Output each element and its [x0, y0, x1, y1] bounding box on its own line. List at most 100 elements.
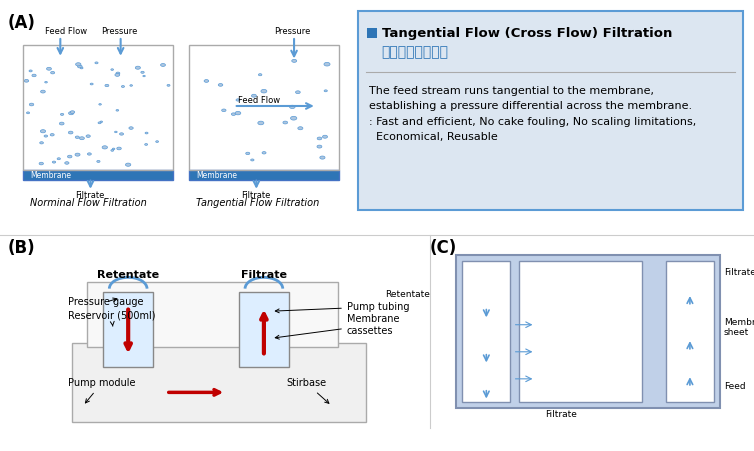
- Circle shape: [60, 113, 64, 115]
- Circle shape: [250, 159, 254, 161]
- Circle shape: [78, 65, 82, 68]
- Circle shape: [117, 147, 121, 150]
- FancyBboxPatch shape: [239, 292, 289, 367]
- Text: Membrane: Membrane: [30, 170, 71, 179]
- Text: Feed Flow: Feed Flow: [45, 27, 87, 36]
- Circle shape: [86, 135, 90, 138]
- Circle shape: [111, 150, 114, 151]
- Circle shape: [75, 63, 81, 66]
- Circle shape: [115, 74, 120, 76]
- Circle shape: [51, 133, 54, 136]
- Circle shape: [145, 143, 148, 145]
- Text: Norminal Flow Filtration: Norminal Flow Filtration: [30, 198, 147, 208]
- Text: Retentate: Retentate: [97, 270, 159, 280]
- Circle shape: [261, 89, 267, 93]
- Circle shape: [135, 66, 140, 69]
- Text: Feed: Feed: [724, 382, 746, 391]
- Circle shape: [130, 85, 133, 86]
- Circle shape: [290, 116, 297, 120]
- Text: Retentate: Retentate: [385, 290, 430, 299]
- Circle shape: [155, 141, 158, 143]
- Circle shape: [24, 79, 29, 82]
- Text: Pump module: Pump module: [68, 378, 136, 403]
- Circle shape: [44, 82, 48, 83]
- Circle shape: [324, 62, 330, 66]
- Circle shape: [97, 161, 100, 162]
- Circle shape: [105, 84, 109, 87]
- Text: Reservoir (500ml): Reservoir (500ml): [68, 311, 155, 326]
- Circle shape: [69, 131, 73, 134]
- Circle shape: [100, 121, 103, 123]
- Text: Filtrate: Filtrate: [241, 270, 287, 280]
- Circle shape: [95, 62, 98, 64]
- FancyBboxPatch shape: [188, 170, 339, 180]
- Text: (A): (A): [8, 14, 35, 32]
- Circle shape: [290, 105, 295, 109]
- Circle shape: [120, 133, 124, 135]
- FancyBboxPatch shape: [87, 282, 338, 347]
- Circle shape: [116, 110, 118, 111]
- Circle shape: [26, 112, 29, 114]
- Circle shape: [235, 111, 241, 115]
- Text: Pressure gauge: Pressure gauge: [68, 297, 143, 307]
- Circle shape: [75, 153, 80, 156]
- Circle shape: [60, 122, 64, 125]
- Circle shape: [99, 104, 101, 105]
- Circle shape: [69, 112, 74, 115]
- Circle shape: [115, 131, 117, 133]
- Text: Filtrate: Filtrate: [75, 191, 105, 200]
- Text: 접선유동여과방식: 접선유동여과방식: [382, 45, 449, 59]
- Text: Membrane
cassettes: Membrane cassettes: [275, 314, 400, 339]
- Text: Stirbase: Stirbase: [287, 378, 329, 403]
- Text: Filtrate: Filtrate: [545, 410, 577, 419]
- Circle shape: [52, 161, 56, 163]
- Text: (C): (C): [430, 239, 457, 257]
- Circle shape: [283, 121, 287, 124]
- Text: Pressure: Pressure: [274, 27, 311, 36]
- Circle shape: [98, 122, 101, 124]
- FancyBboxPatch shape: [462, 261, 510, 402]
- Circle shape: [80, 67, 83, 69]
- Circle shape: [129, 127, 133, 129]
- Circle shape: [68, 155, 72, 158]
- Circle shape: [70, 111, 75, 114]
- Circle shape: [29, 103, 34, 106]
- Circle shape: [75, 136, 79, 138]
- Circle shape: [51, 71, 55, 74]
- Text: Membrane
sheet: Membrane sheet: [724, 318, 754, 337]
- FancyBboxPatch shape: [519, 261, 642, 402]
- Circle shape: [79, 137, 84, 140]
- Circle shape: [116, 72, 120, 74]
- FancyBboxPatch shape: [72, 343, 366, 422]
- Circle shape: [39, 162, 44, 165]
- Text: Membrane: Membrane: [196, 170, 237, 179]
- Circle shape: [141, 71, 144, 74]
- Text: Feed Flow: Feed Flow: [238, 96, 280, 105]
- Circle shape: [167, 84, 170, 86]
- Circle shape: [252, 94, 256, 97]
- Circle shape: [32, 74, 36, 77]
- Text: Filtrate: Filtrate: [724, 268, 754, 277]
- Circle shape: [204, 79, 209, 83]
- Text: The feed stream runs tangential to the membrane,
establishing a pressure differe: The feed stream runs tangential to the m…: [369, 86, 697, 143]
- Circle shape: [246, 152, 250, 155]
- Circle shape: [324, 90, 327, 92]
- Circle shape: [102, 146, 108, 149]
- Circle shape: [143, 75, 146, 77]
- Circle shape: [161, 64, 165, 66]
- Text: Pump tubing: Pump tubing: [275, 302, 409, 313]
- Circle shape: [323, 135, 327, 138]
- Circle shape: [292, 60, 297, 62]
- Circle shape: [29, 70, 32, 72]
- Circle shape: [87, 153, 91, 155]
- FancyBboxPatch shape: [666, 261, 714, 402]
- Circle shape: [47, 67, 51, 70]
- Circle shape: [41, 130, 45, 133]
- Circle shape: [41, 90, 45, 93]
- Circle shape: [231, 113, 236, 115]
- Circle shape: [317, 145, 322, 148]
- Circle shape: [121, 86, 124, 87]
- FancyBboxPatch shape: [103, 292, 153, 367]
- Circle shape: [90, 83, 93, 85]
- Circle shape: [125, 163, 130, 166]
